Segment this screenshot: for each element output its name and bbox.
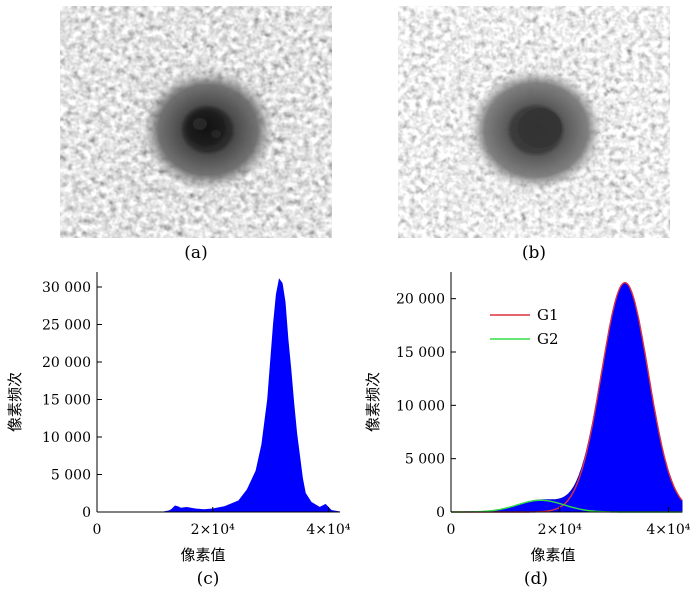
legend-label-g1: G1 (537, 306, 559, 324)
plot-area: 0 5 000 10 000 15 000 20 000 25 000 30 000 0 2×1… (42, 272, 350, 538)
x-tick-label: 0 (447, 522, 456, 538)
y-axis-label: 像素频次 (364, 372, 382, 432)
histogram-chart-c: 0 5 000 10 000 15 000 20 000 25 000 30 000 0 2×1… (6, 272, 350, 564)
y-tick-label: 20 000 (42, 355, 91, 371)
y-tick-label: 5 000 (51, 468, 91, 484)
y-tick-label: 30 000 (42, 280, 91, 296)
y-tick-label: 20 000 (396, 292, 445, 308)
plot-area: 0 5 000 10 000 15 000 20 000 0 2×10⁴ 4×10⁴ (396, 272, 691, 538)
histogram-chart-d: 0 5 000 10 000 15 000 20 000 0 2×10⁴ 4×10⁴ 像素频次… (364, 272, 691, 564)
y-tick-label: 0 (82, 505, 91, 521)
x-axis-label: 像素值 (180, 546, 225, 564)
x-tick-label: 4×10⁴ (306, 522, 350, 538)
sunspot-image-original (60, 6, 332, 238)
histogram-area (451, 282, 683, 513)
x-tick-label: 2×10⁴ (538, 522, 582, 538)
legend: G1 G2 (490, 306, 559, 348)
x-axis-label: 像素值 (530, 546, 575, 564)
y-tick-label: 15 000 (396, 345, 445, 361)
y-axis-label: 像素频次 (6, 372, 24, 432)
y-tick-label: 0 (436, 505, 445, 521)
x-tick-label: 2×10⁴ (191, 522, 235, 538)
x-tick-label: 0 (93, 522, 102, 538)
y-tick-label: 5 000 (405, 452, 445, 468)
y-tick-label: 10 000 (42, 430, 91, 446)
y-tick-label: 10 000 (396, 398, 445, 414)
x-tick-label: 4×10⁴ (646, 522, 690, 538)
caption-a: (a) (184, 243, 208, 263)
sunspot-image-processed (398, 6, 670, 238)
histogram-area (97, 278, 341, 513)
y-tick-label: 25 000 (42, 318, 91, 334)
caption-c: (c) (196, 569, 220, 589)
caption-d: (d) (523, 569, 549, 589)
caption-b: (b) (521, 243, 547, 263)
legend-label-g2: G2 (537, 330, 559, 348)
y-tick-label: 15 000 (42, 393, 91, 409)
